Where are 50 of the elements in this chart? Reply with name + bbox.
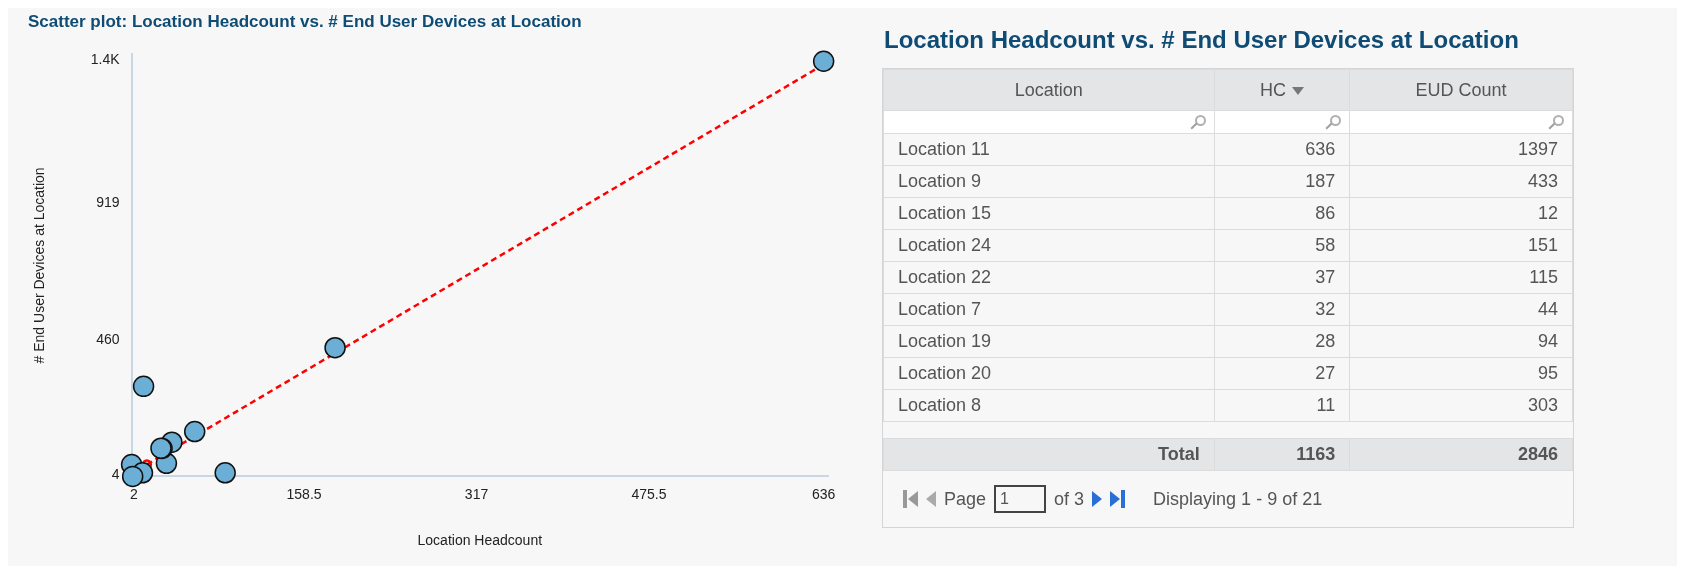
category-label: Location 11	[883, 133, 1215, 166]
data-label: 95	[1349, 357, 1573, 390]
text: of 3	[1054, 488, 1085, 510]
data-label: 32	[1214, 293, 1350, 326]
data-label: 11	[1214, 389, 1350, 422]
text: EUD Count	[1349, 69, 1573, 111]
data-label: 115	[1349, 261, 1573, 294]
text: Location Headcount vs. # End User Devices at Location	[884, 26, 1520, 54]
data-label: 303	[1349, 389, 1573, 422]
x-tick-label: 636	[811, 485, 836, 502]
text: Displaying 1 - 9 of 21	[1153, 488, 1323, 510]
data-label: 12	[1349, 197, 1573, 230]
category-label: Location 19	[883, 325, 1215, 358]
data-label: 151	[1349, 229, 1573, 262]
data-label: 433	[1349, 165, 1573, 198]
text: Page	[944, 488, 987, 510]
data-label: 94	[1349, 325, 1573, 358]
x-tick-label: 317	[464, 485, 489, 502]
data-label: 27	[1214, 357, 1350, 390]
category-label: Location 15	[883, 197, 1215, 230]
category-label: Location 22	[883, 261, 1215, 294]
y-tick-label: 460	[96, 330, 120, 347]
y-tick-label: 919	[96, 194, 120, 211]
text: 2846	[1517, 444, 1558, 464]
data-label: 636	[1214, 133, 1350, 166]
data-label: 86	[1214, 197, 1350, 230]
data-label: 37	[1214, 261, 1350, 294]
text: 1	[994, 485, 1047, 513]
category-label: Location 9	[883, 165, 1215, 198]
text: Total	[883, 438, 1215, 471]
series-label: HC	[1214, 69, 1350, 111]
y-axis-title: # End User Devices at Location	[31, 167, 48, 364]
y-tick-label: 4	[111, 466, 120, 483]
data-label: 58	[1214, 229, 1350, 262]
y-tick-label: 1.4K	[90, 51, 121, 68]
data-label: 187	[1214, 165, 1350, 198]
x-tick-label: 2	[129, 485, 138, 502]
x-tick-label: 158.5	[286, 485, 322, 502]
text: 1163	[1296, 444, 1336, 464]
x-tick-label: 475.5	[631, 485, 667, 502]
data-label: 44	[1349, 293, 1573, 326]
category-label: Location 24	[883, 229, 1215, 262]
data-label: 28	[1214, 325, 1350, 358]
x-axis-title: Location Headcount	[417, 532, 543, 549]
chart-title: Scatter plot: Location Headcount vs. # End User Devices at Location	[28, 11, 582, 31]
category-label: Location 20	[883, 357, 1215, 390]
category-label: Location 8	[883, 389, 1215, 422]
data-label: 1397	[1349, 133, 1573, 166]
category-label: Location 7	[883, 293, 1215, 326]
text: Location	[883, 69, 1215, 111]
